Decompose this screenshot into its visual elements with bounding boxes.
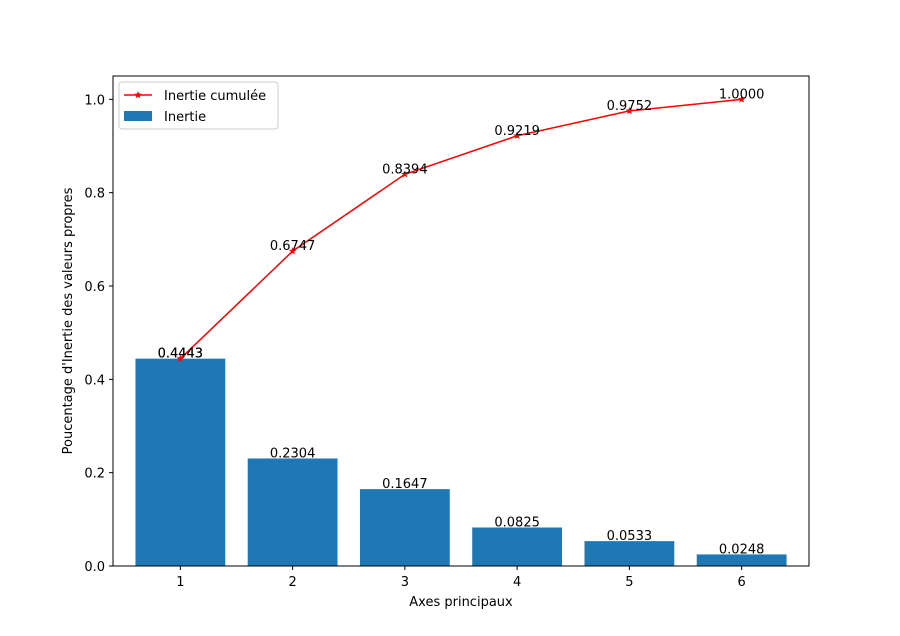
bar-value-label: 0.0825 bbox=[494, 516, 540, 531]
x-tick-label: 4 bbox=[513, 575, 521, 590]
x-tick-label: 6 bbox=[738, 575, 746, 590]
x-tick-label: 5 bbox=[625, 575, 633, 590]
y-tick-label: 0.4 bbox=[84, 373, 105, 388]
bar-series bbox=[135, 358, 787, 566]
legend-label-cumulative: Inertie cumulée bbox=[164, 89, 266, 104]
cumulative-value-label: 0.6747 bbox=[270, 239, 316, 254]
line-series bbox=[176, 95, 746, 362]
y-tick-label: 0.0 bbox=[84, 560, 105, 575]
bar-value-label: 0.0248 bbox=[719, 542, 765, 557]
data-labels: 0.44430.44430.23040.67470.16470.83940.08… bbox=[158, 87, 765, 557]
cumulative-line bbox=[179, 98, 742, 360]
legend: Inertie cumulée Inertie bbox=[118, 81, 279, 130]
axes-frame bbox=[112, 75, 810, 567]
bar-value-label: 0.2304 bbox=[270, 446, 316, 461]
cumulative-point bbox=[625, 106, 634, 115]
cumulative-point bbox=[288, 247, 297, 255]
legend-star-marker bbox=[134, 91, 142, 99]
x-tick-label: 1 bbox=[176, 575, 184, 590]
cumulative-value-label: 0.4443 bbox=[158, 347, 204, 362]
legend-box bbox=[118, 81, 279, 130]
bar bbox=[135, 358, 226, 566]
cumulative-point bbox=[176, 354, 185, 362]
legend-bar-swatch bbox=[124, 111, 152, 121]
bar bbox=[472, 527, 563, 566]
bar-value-label: 0.1647 bbox=[382, 477, 428, 492]
y-axis: 0.0 0.2 0.4 0.6 0.8 1.0 bbox=[84, 93, 113, 575]
bar bbox=[696, 554, 787, 566]
x-tick-label: 3 bbox=[401, 575, 409, 590]
x-tick-label: 2 bbox=[288, 575, 296, 590]
bar-value-label: 0.4443 bbox=[158, 347, 204, 362]
cumulative-value-label: 0.9219 bbox=[494, 124, 540, 139]
x-axis: 1 2 3 4 5 6 bbox=[176, 566, 746, 590]
cumulative-value-label: 1.0000 bbox=[719, 87, 765, 102]
bar bbox=[247, 458, 338, 566]
cumulative-value-label: 0.9752 bbox=[607, 99, 653, 114]
legend-label-inertie: Inertie bbox=[164, 110, 206, 125]
cumulative-point bbox=[737, 95, 746, 103]
cumulative-point bbox=[401, 170, 409, 178]
y-axis-label: Poucentage d'Inertie des valeurs propres bbox=[61, 187, 76, 454]
y-tick-label: 0.6 bbox=[84, 280, 105, 295]
bar-value-label: 0.0533 bbox=[607, 529, 653, 544]
x-axis-label: Axes principaux bbox=[409, 595, 513, 610]
cumulative-point bbox=[513, 131, 521, 140]
bar bbox=[359, 489, 450, 566]
y-tick-label: 0.8 bbox=[84, 187, 105, 202]
cumulative-value-label: 0.8394 bbox=[382, 162, 428, 177]
bar bbox=[584, 541, 675, 566]
y-tick-label: 1.0 bbox=[84, 93, 105, 108]
y-tick-label: 0.2 bbox=[84, 467, 105, 482]
